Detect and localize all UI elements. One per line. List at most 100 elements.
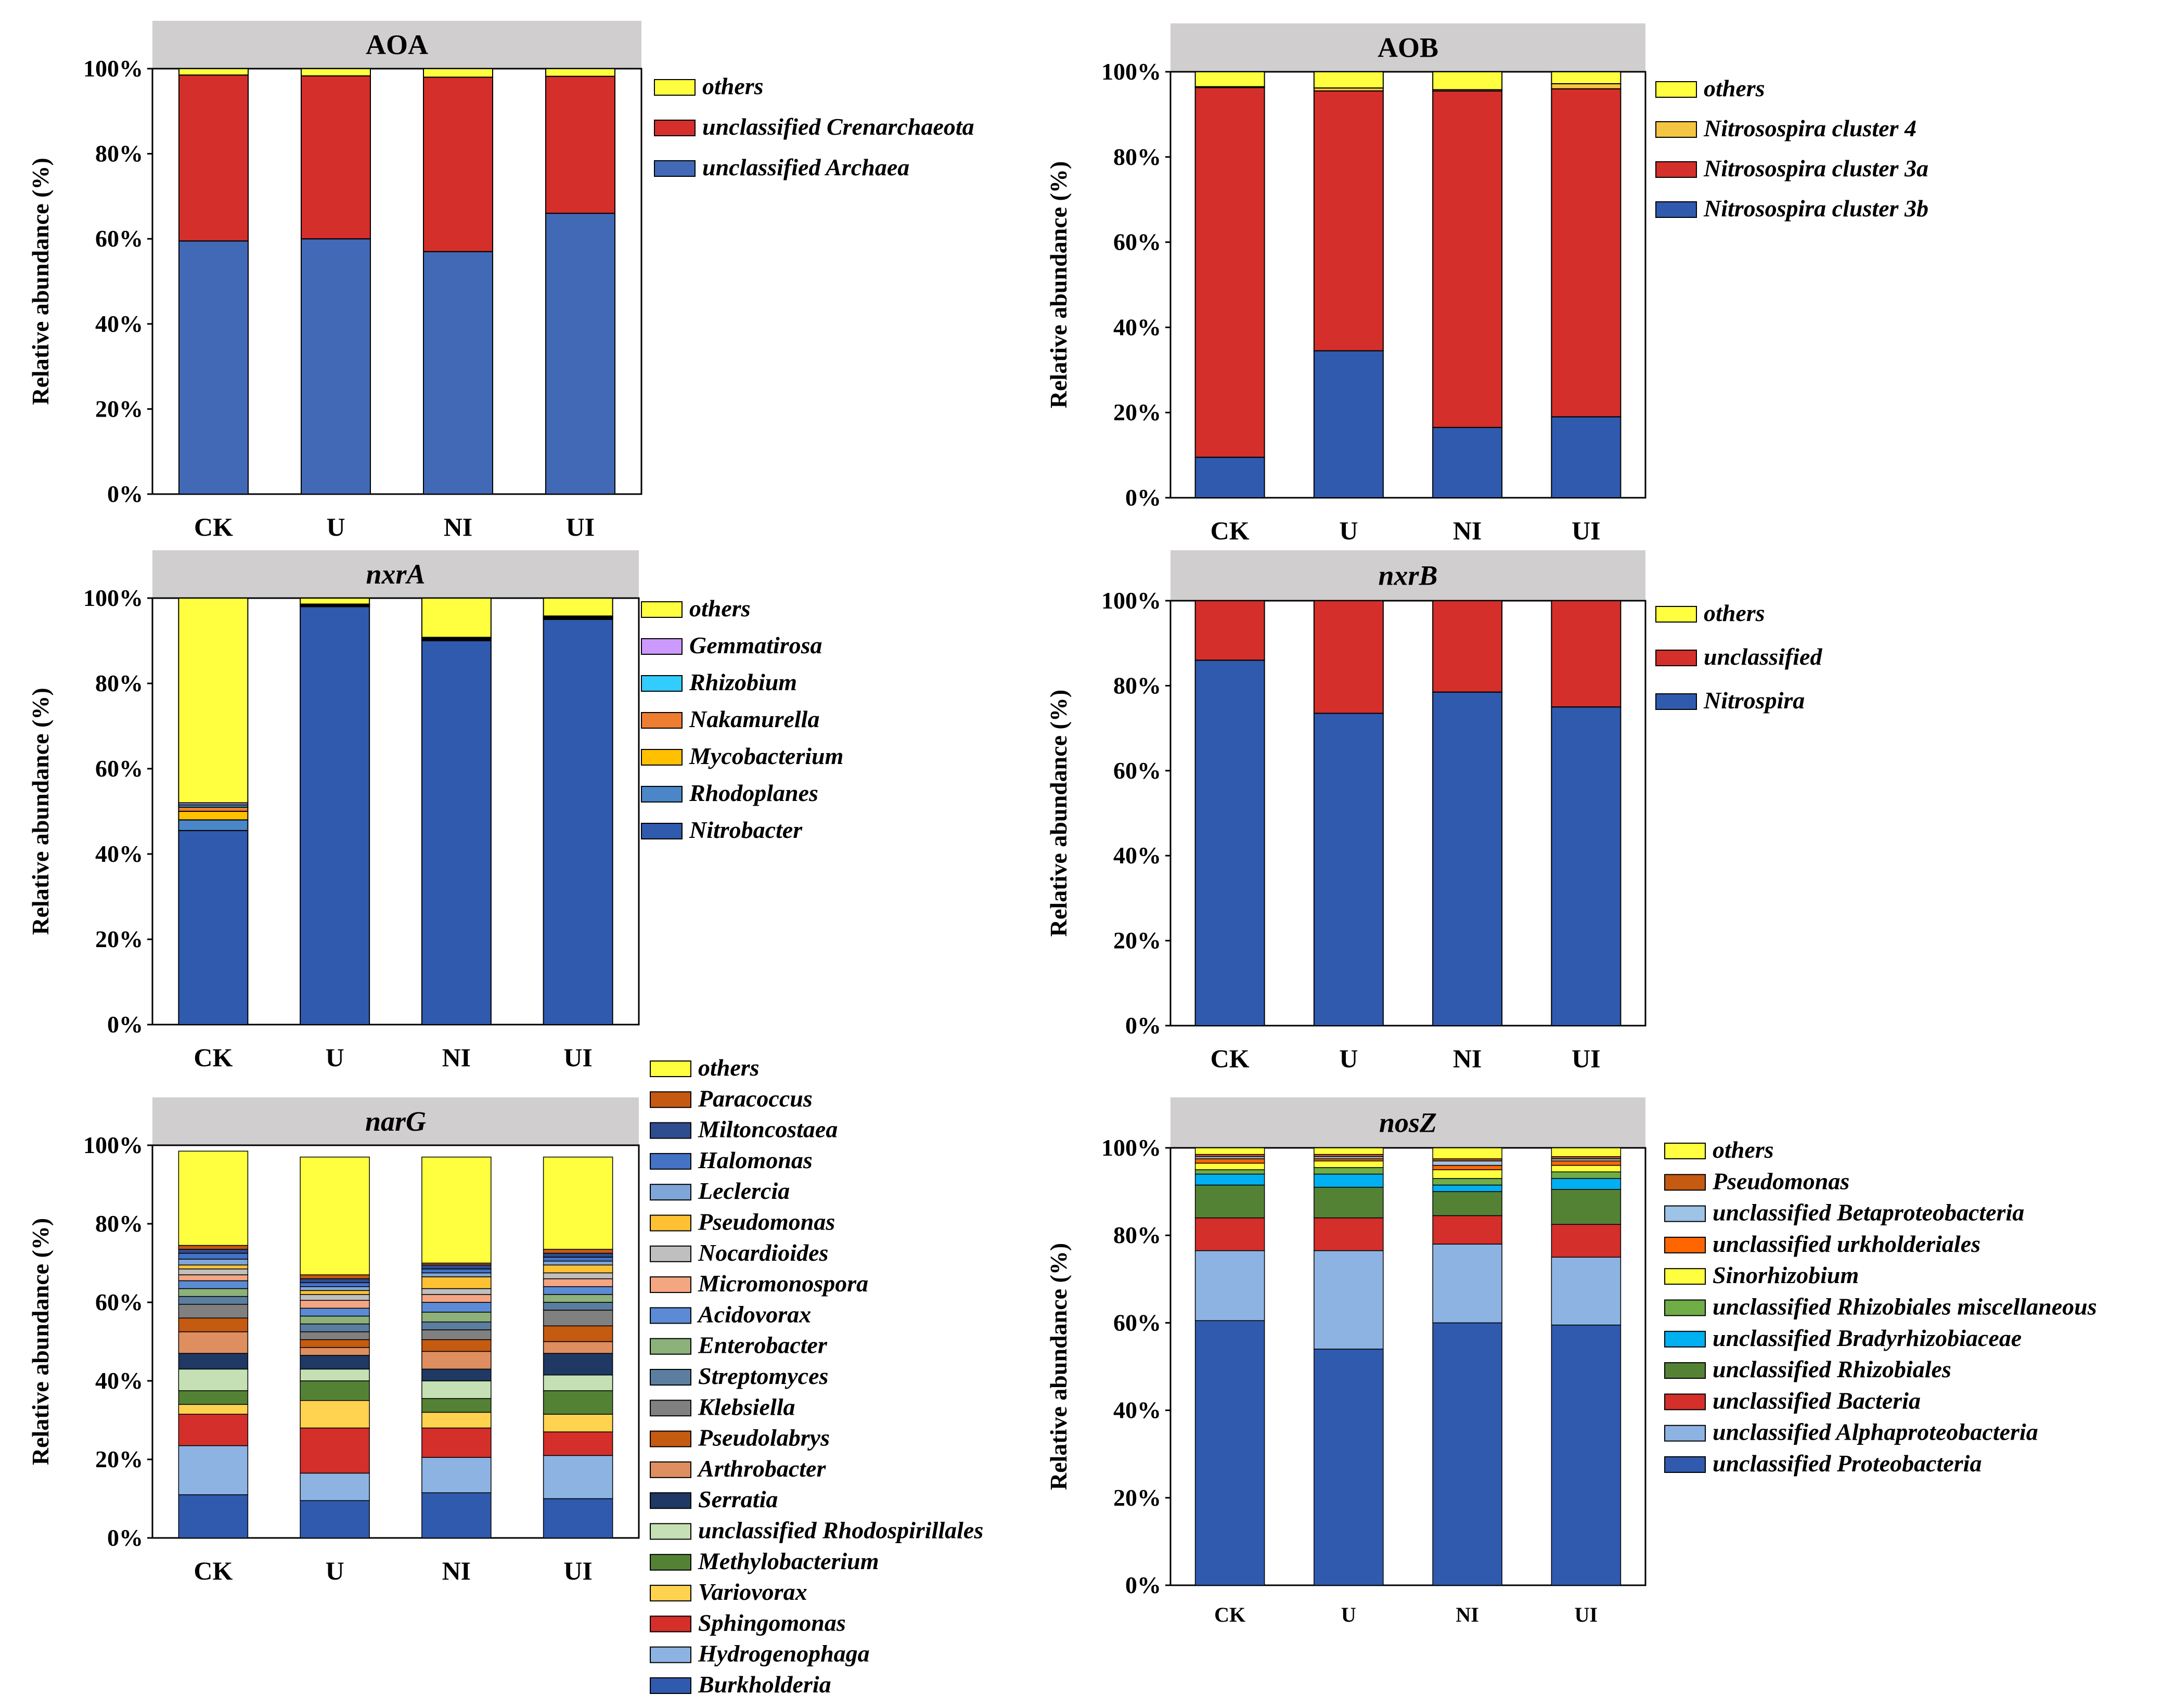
nosz-legend-swatch: [1664, 1393, 1706, 1411]
narg-bar-segment: [543, 1390, 613, 1415]
narg-bar-segment: [178, 1280, 249, 1289]
narg-bar-segment: [543, 1353, 613, 1376]
nxrb-bar-segment: [1313, 600, 1384, 714]
nosz-legend-swatch: [1664, 1330, 1706, 1348]
narg-ytick-label: 0%: [107, 1524, 143, 1551]
narg-bar-segment: [421, 1368, 492, 1381]
nosz-legend-label: unclassified Rhizobiales miscellaneous: [1713, 1293, 2097, 1320]
aob-bar-segment: [1194, 457, 1265, 499]
narg-bar-segment: [178, 1445, 249, 1495]
narg-bar-segment: [543, 1455, 613, 1499]
aoa-bar-segment: [301, 238, 371, 495]
narg-bar-segment: [178, 1317, 249, 1332]
nxra-title-band: [152, 550, 639, 598]
nosz-category-label: UI: [1575, 1603, 1598, 1626]
narg-legend-label: Sphingomonas: [698, 1609, 846, 1636]
narg-legend-swatch: [650, 1369, 691, 1386]
narg-legend-swatch: [650, 1615, 691, 1633]
aoa-category-label: CK: [194, 512, 233, 541]
nxra-ytick-label: 60%: [95, 755, 143, 782]
nosz-legend-label: unclassified Alphaproteobacteria: [1713, 1419, 2038, 1445]
aob-category-label: CK: [1211, 516, 1250, 545]
nxra-legend-swatch: [641, 749, 683, 766]
nosz-bar-segment: [1432, 1215, 1502, 1245]
aob-bar-segment: [1194, 87, 1265, 458]
nosz-bar-segment: [1551, 1224, 1622, 1258]
narg-bar-segment: [300, 1274, 370, 1279]
narg-legend-swatch: [650, 1060, 691, 1077]
narg-bar-segment: [300, 1368, 370, 1381]
nxra-ytick-label: 20%: [95, 926, 143, 952]
aoa-legend-label: unclassified Archaea: [702, 154, 909, 180]
narg-bar-segment: [300, 1323, 370, 1332]
nosz-legend-swatch: [1664, 1425, 1706, 1442]
nosz-bar-segment: [1432, 1178, 1502, 1186]
nxra-legend-label: others: [689, 595, 751, 622]
nosz-legend-swatch: [1664, 1299, 1706, 1316]
narg-title: narG: [365, 1106, 426, 1137]
nosz-legend-label: unclassified urkholderiales: [1713, 1231, 1980, 1257]
narg-legend-swatch: [650, 1430, 691, 1447]
nosz-ytick-label: 60%: [1113, 1309, 1161, 1336]
aoa-bar-segment: [178, 240, 249, 495]
narg-bar-segment: [300, 1347, 370, 1356]
nxra-legend-label: Rhodoplanes: [689, 780, 818, 806]
nxrb-legend-swatch: [1655, 650, 1697, 666]
nxrb-legend-label: Nitrospira: [1703, 687, 1805, 714]
aob-bar-segment: [1194, 71, 1265, 87]
aob-title: AOB: [1378, 32, 1438, 63]
nosz-bar-segment: [1551, 1160, 1622, 1166]
narg-legend-label: Pseudomonas: [698, 1209, 835, 1235]
aoa-ytick-label: 20%: [95, 395, 143, 422]
nosz-category-label: U: [1341, 1603, 1356, 1626]
nxra-legend-label: Nitrobacter: [689, 817, 803, 843]
narg-bar-segment: [300, 1331, 370, 1340]
narg-bar-segment: [178, 1274, 249, 1282]
nosz-bar-segment: [1551, 1324, 1622, 1586]
nxrb-bar-segment: [1432, 691, 1503, 1026]
aoa-ylabel: Relative abundance (%): [27, 158, 54, 405]
aoa-chart: AOA 0% 20% 40% 60% 80% 100% Relative abundance …: [27, 21, 974, 541]
nosz-ytick-label: 0%: [1125, 1572, 1161, 1598]
aoa-legend-label: others: [702, 73, 764, 99]
aoa-legend-swatch: [654, 160, 696, 177]
narg-bar-segment: [300, 1294, 370, 1301]
nxrb-ylabel: Relative abundance (%): [1045, 690, 1072, 937]
nxrb-legend-label: unclassified: [1704, 643, 1822, 670]
narg-bar-segment: [543, 1431, 613, 1456]
nosz-bar-segment: [1432, 1322, 1502, 1586]
narg-bar-segment: [421, 1427, 492, 1458]
narg-bar-segment: [178, 1264, 249, 1270]
aoa-bar-segment: [178, 68, 249, 76]
narg-legend-label: Serratia: [698, 1486, 778, 1512]
nosz-bar-segment: [1194, 1169, 1265, 1175]
aoa-ytick-label: 0%: [107, 481, 143, 507]
aoa-bar-segment: [545, 75, 615, 214]
aob-legend-label: Nitrosospira cluster 3a: [1703, 155, 1928, 182]
narg-bar-segment: [421, 1457, 492, 1493]
nosz-bar-segment: [1432, 1147, 1502, 1159]
nosz-bar-segment: [1194, 1173, 1265, 1186]
nosz-title-band: [1170, 1097, 1645, 1148]
nxrb-bar-segment: [1194, 659, 1265, 1026]
nxra-category-label: UI: [563, 1043, 593, 1072]
nosz-bar-segment: [1432, 1244, 1502, 1324]
nxrb-title: nxrB: [1378, 560, 1437, 591]
aob-ytick-label: 80%: [1113, 144, 1161, 170]
aob-category-label: UI: [1572, 516, 1601, 545]
nosz-bar-segment: [1432, 1184, 1502, 1192]
nxra-legend-label: Gemmatirosa: [689, 632, 822, 658]
nxrb-ytick-label: 100%: [1101, 587, 1161, 614]
aob-bar-segment: [1313, 350, 1384, 498]
aoa-plot-area: [151, 68, 642, 495]
narg-legend-label: Streptomyces: [698, 1363, 828, 1389]
nosz-ylabel: Relative abundance (%): [1045, 1243, 1072, 1490]
narg-ylabel: Relative abundance (%): [27, 1218, 54, 1465]
nosz-bar-segment: [1194, 1147, 1265, 1155]
aob-plot-area: [1169, 71, 1646, 499]
nosz-bar-segment: [1551, 1171, 1622, 1179]
narg-legend-swatch: [650, 1677, 691, 1694]
narg-bar-segment: [178, 1494, 249, 1538]
aob-ytick-label: 20%: [1113, 399, 1161, 425]
